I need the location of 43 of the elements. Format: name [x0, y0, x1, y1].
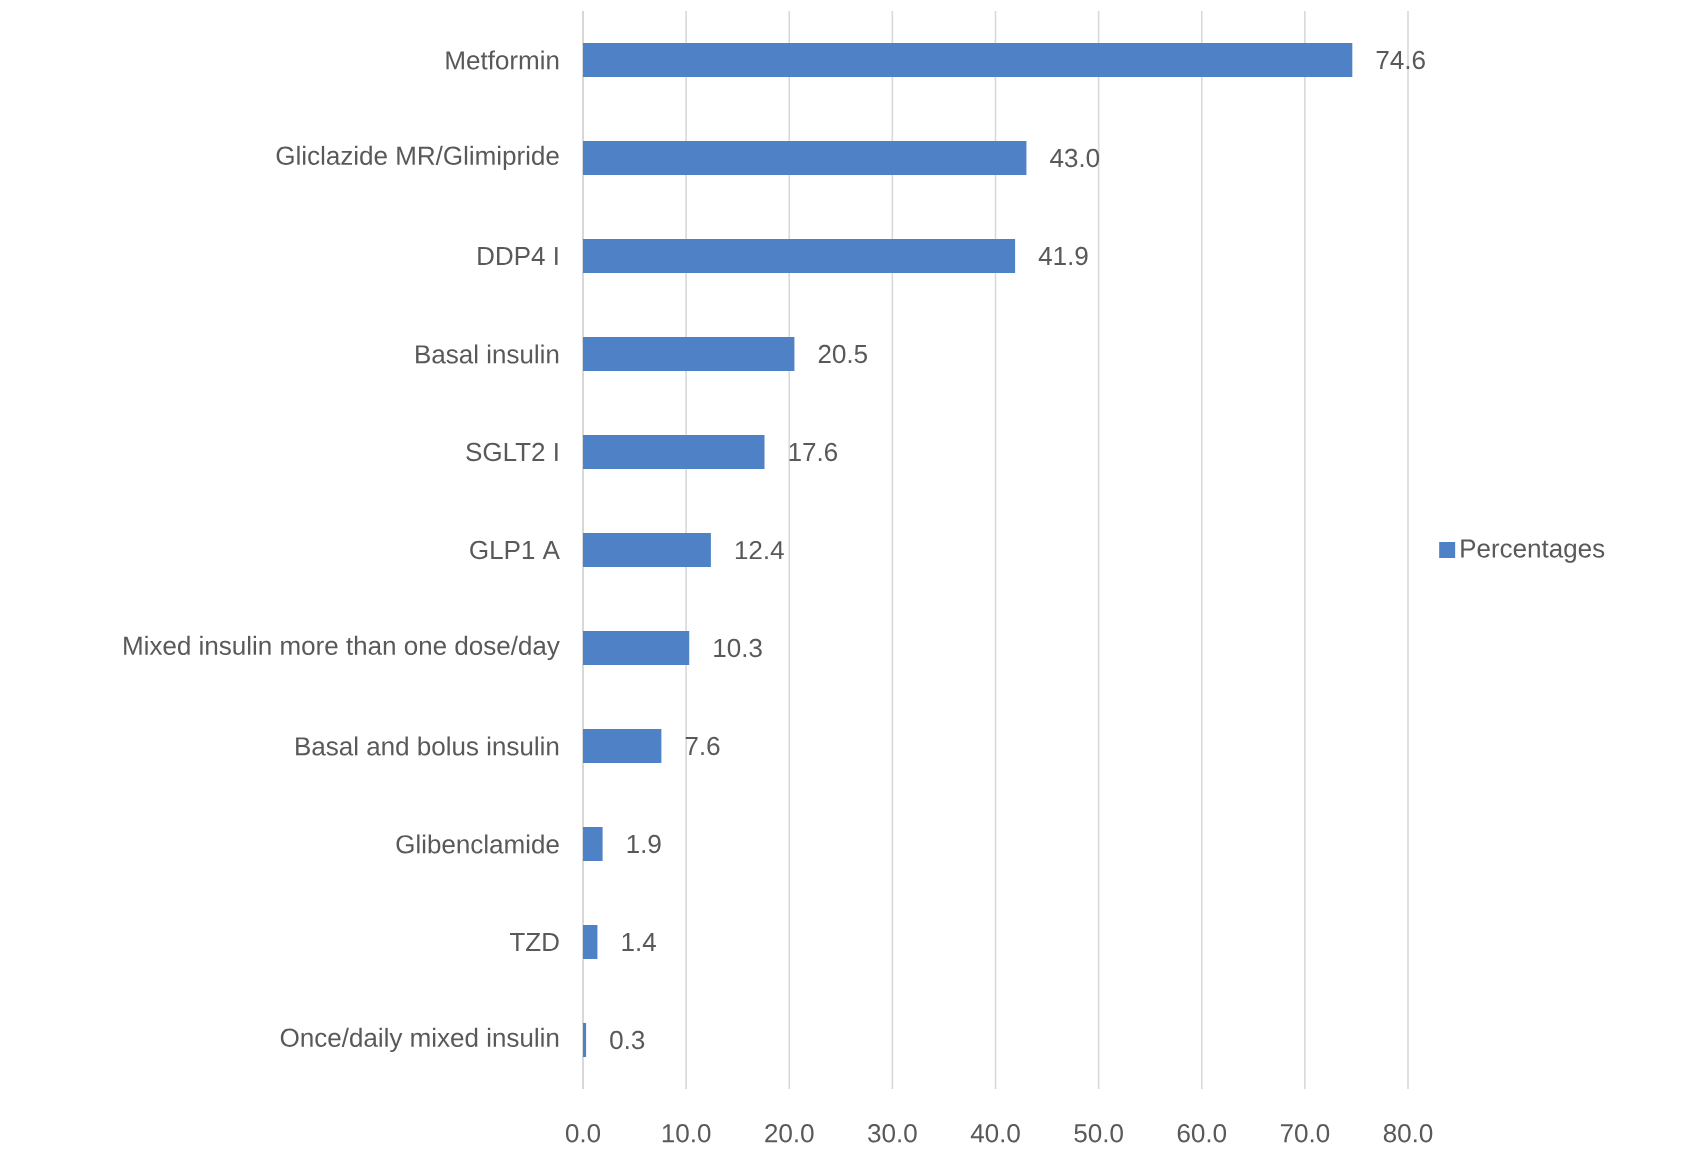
y-tick-label: TZD: [509, 933, 559, 951]
legend-label: Percentages: [1461, 539, 1605, 563]
data-label: 17.6: [789, 442, 838, 462]
bar: [583, 238, 1016, 273]
bar: [583, 827, 603, 861]
bar: [583, 140, 1027, 175]
x-tick-label: 60.0: [1177, 1124, 1227, 1143]
x-tick-label: 30.0: [868, 1124, 917, 1143]
bar: [583, 435, 765, 469]
bar: [583, 43, 1353, 77]
y-tick-label: Metformin: [446, 50, 559, 70]
bar: [583, 337, 795, 371]
data-label: 12.4: [735, 540, 784, 560]
y-tick-label: Basal and bolus insulin: [296, 736, 559, 756]
y-tick-label: Once/daily mixed insulin: [280, 1027, 559, 1053]
x-tick-label: 20.0: [765, 1124, 814, 1143]
x-tick-label: 0.0: [565, 1124, 601, 1143]
y-tick-label: GLP1 A: [470, 540, 560, 560]
data-label: 10.3: [714, 638, 762, 658]
x-tick-label: 50.0: [1074, 1124, 1123, 1143]
bar: [583, 631, 690, 665]
data-label: 41.9: [1038, 246, 1088, 266]
y-tick-label: Mixed insulin more than one dose/day: [124, 635, 560, 661]
data-label: 1.4: [622, 933, 656, 951]
data-label: 1.9: [627, 834, 661, 854]
bar: [583, 532, 711, 567]
y-tick-label: SGLT2 I: [466, 442, 558, 462]
data-label: 7.6: [685, 736, 720, 756]
x-tick-label: 70.0: [1280, 1124, 1330, 1143]
bar: [583, 1023, 587, 1057]
bar: [583, 729, 662, 763]
data-label: 74.6: [1376, 50, 1425, 70]
bar: [583, 924, 598, 959]
data-label: 43.0: [1050, 148, 1100, 168]
y-tick-label: Basal insulin: [416, 344, 559, 364]
data-label: 20.5: [818, 344, 867, 364]
data-label: 0.3: [610, 1030, 645, 1050]
y-tick-label: Glibenclamide: [396, 834, 559, 854]
y-tick-label: Gliclazide MR/Glimipride: [276, 145, 559, 171]
y-tick-label: DDP4 I: [478, 247, 558, 265]
x-tick-label: 80.0: [1383, 1124, 1433, 1143]
x-tick-label: 40.0: [970, 1124, 1020, 1143]
x-tick-label: 10.0: [662, 1124, 711, 1143]
